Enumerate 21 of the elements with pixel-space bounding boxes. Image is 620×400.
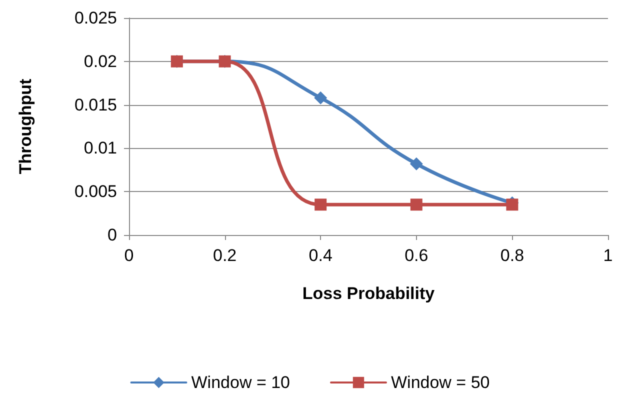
point [314,198,327,211]
point [410,157,423,170]
x-tick-label: 0 [124,246,134,265]
x-axis-title: Loss Probability [302,284,436,303]
legend-label: Window = 10 [191,373,290,392]
y-tick-label: 0.015 [74,95,117,114]
y-tick-label: 0.025 [74,8,117,28]
legend-label: Window = 50 [391,373,490,392]
x-tick-label: 0.2 [212,246,237,265]
point [410,198,422,211]
point [506,198,518,211]
x-tick-label: 1 [603,246,613,265]
x-tick-label: 0.8 [500,246,524,265]
y-tick-label: 0.01 [84,138,117,158]
y-tick-label: 0.005 [74,182,117,202]
x-tick-label: 0.6 [404,246,428,265]
y-tick-label: 0.02 [84,52,117,71]
x-tick-label: 0.4 [308,246,332,265]
y-axis-title: Throughput [16,78,35,174]
point [314,91,328,104]
y-tick-label: 0 [108,226,117,244]
